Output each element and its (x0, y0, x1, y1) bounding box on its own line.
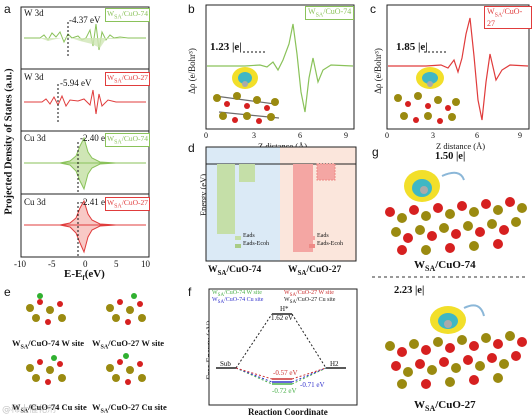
pdos-row4-energy: -2.41 eV (80, 197, 112, 207)
free-energy-state-h: H* (280, 305, 289, 313)
charge-c-ylabel: Δρ (e/Bohr³) (373, 48, 383, 94)
free-energy-legend-2: WSA/CuO-74 Cu site (212, 297, 264, 306)
bar-27-coh (316, 163, 336, 181)
free-energy-chart (208, 288, 358, 406)
charge-b-transfer: 1.23 |e| (210, 41, 242, 53)
charge-c-xlabel: Z distance (Å) (436, 141, 486, 151)
charge-b-xtick: 9 (344, 131, 348, 140)
pdos-row1-legend: WSA/CuO-74 (105, 8, 151, 22)
pdos-row3-energy: -2.40 eV (80, 133, 112, 143)
charge-b-xlabel: Z distance (Å) (258, 141, 308, 151)
pdos-xtick: 10 (141, 259, 150, 269)
pdos-xlabel: E-Ef(eV) (64, 268, 105, 283)
charge-b-xtick: 6 (298, 131, 302, 140)
charge-c-transfer: 1.85 |e| (396, 41, 428, 53)
pdos-row3-legend: WSA/CuO-74 (105, 133, 151, 147)
charge-c-legend: WSA/CuO-27 (484, 6, 532, 29)
charge-c-xtick: 6 (475, 131, 479, 140)
pdos-trace-w-27 (24, 89, 146, 115)
energy-d-legend-74-2: Eads-Ecoh (243, 241, 269, 247)
bar-74-coh (239, 164, 255, 182)
pdos-xtick: -5 (48, 259, 56, 269)
free-energy-val-1: 1.62 eV (271, 314, 294, 322)
sites-e-label-3: WSA/CuO-74 Cu site (12, 402, 87, 415)
pdos-trace-cu-74 (24, 136, 146, 164)
pdos-row2-orbital: W 3d (24, 72, 44, 82)
energy-d-group-74: WSA/CuO-74 (208, 265, 262, 277)
energy-d-legend-27-1: Eads (317, 233, 329, 239)
structure-g-bottom (385, 304, 527, 389)
pdos-row3-orbital: Cu 3d (24, 133, 46, 143)
pdos-row2-energy: -5.94 eV (60, 78, 92, 88)
sites-e-structures (26, 293, 146, 385)
pdos-trace-w-74 (24, 23, 146, 51)
pdos-xtick: -10 (14, 259, 26, 269)
free-energy-legend-3: WSA/CuO-27 W site (284, 290, 334, 299)
energy-d-legend-27-2: Eads-Ecoh (317, 241, 343, 247)
panel-f-label: f (188, 285, 192, 299)
charge-b-xtick: 3 (252, 131, 256, 140)
energy-d-group-27: WSA/CuO-27 (288, 265, 342, 277)
charge-c-xtick: 9 (518, 131, 522, 140)
free-energy-legend-1: WSA/CuO-74 W site (212, 290, 262, 299)
free-energy-val-4: -0.71 eV (300, 381, 325, 389)
structure-g-top-transfer: 1.50 |e| (435, 151, 466, 162)
pdos-xtick: 5 (114, 259, 119, 269)
sites-e-label-4: WSA/CuO-27 Cu site (92, 402, 167, 415)
bar-74-eads (217, 164, 235, 234)
panel-e-label: e (4, 285, 11, 299)
structure-g-divider (372, 276, 528, 278)
structure-g-top-label: WSA/CuO-74 (414, 259, 476, 274)
charge-b-ylabel: Δρ (e/Bohr³) (187, 48, 197, 94)
free-energy-state-sub: Sub (220, 360, 231, 368)
free-energy-xlabel: Reaction Coordinate (248, 407, 328, 417)
structure-g-top (385, 170, 527, 255)
free-energy-legend-4: WSA/CuO-27 Cu site (284, 297, 336, 306)
structure-g-bottom-label: WSA/CuO-27 (414, 399, 476, 414)
pdos-chart (20, 6, 150, 258)
panel-g-label: g (372, 145, 379, 159)
energy-d-legend-74-1: Eads (243, 233, 255, 239)
panel-d-label: d (188, 141, 195, 155)
sites-e-label-2: WSA/CuO-27 W site (92, 338, 165, 351)
pdos-row2-legend: WSA/CuO-27 (105, 72, 151, 86)
charge-b-legend: WSA/CuO-74 (305, 6, 355, 20)
watermark: @稀土催化剂 (2, 405, 57, 415)
charge-c-xtick: 3 (431, 131, 435, 140)
pdos-xtick: 0 (83, 259, 88, 269)
structure-g-bottom-transfer: 2.23 |e| (394, 285, 425, 296)
free-energy-val-3: -0.72 eV (272, 387, 297, 395)
pdos-row1-energy: -4.37 eV (69, 15, 101, 25)
pdos-ylabel: Projected Density of States (a.u.) (3, 68, 15, 215)
sites-e-label-1: WSA/CuO-74 W site (12, 338, 85, 351)
charge-c-xtick: 0 (385, 131, 389, 140)
free-energy-val-2: -0.57 eV (273, 369, 298, 377)
bar-27-eads (293, 164, 313, 252)
charge-b-plot (205, 4, 355, 130)
panel-b-label: b (188, 2, 195, 16)
pdos-row4-legend: WSA/CuO-27 (105, 197, 151, 211)
charge-b-xtick: 0 (204, 131, 208, 140)
pdos-row4-orbital: Cu 3d (24, 197, 46, 207)
panel-c-label: c (370, 2, 376, 16)
panel-a-label: a (4, 2, 11, 16)
free-energy-state-h2: H2 (330, 360, 339, 368)
pdos-row1-orbital: W 3d (24, 8, 44, 18)
energy-d-chart (205, 146, 357, 262)
pdos-trace-cu-27 (24, 199, 146, 226)
